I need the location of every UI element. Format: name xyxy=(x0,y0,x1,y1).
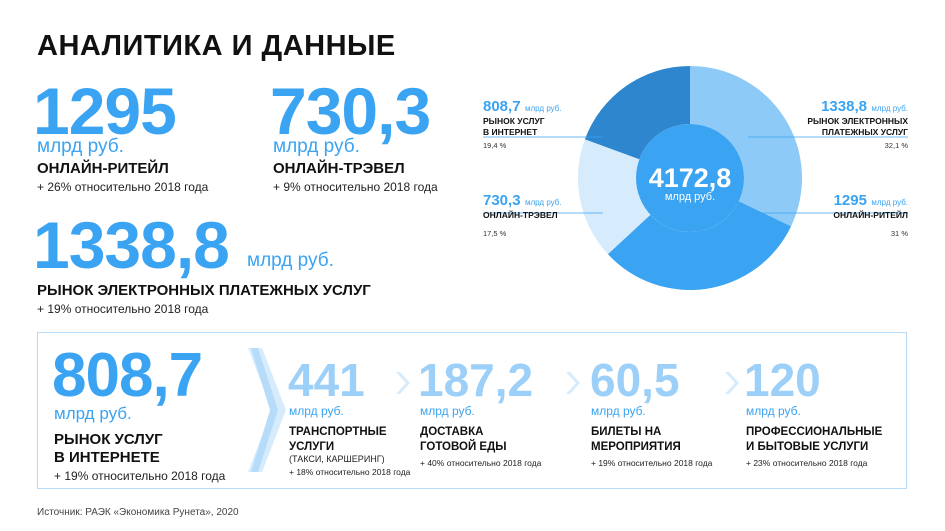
chevron-right-icon xyxy=(396,372,410,394)
online-travel-value: 730,3 xyxy=(270,74,431,148)
donut-total-value: 4172,8 xyxy=(648,163,732,193)
chevron-right-icon xyxy=(566,372,580,394)
online-travel-note: + 9% относительно 2018 года xyxy=(273,180,438,194)
big-chevron-shade-icon xyxy=(251,348,278,472)
donut-center xyxy=(636,124,744,232)
donut-label-retail: 1295 млрд руб. ОНЛАЙН-РИТЕЙЛ 31 % xyxy=(760,192,908,238)
food-label-line2: ГОТОВОЙ ЕДЫ xyxy=(420,441,507,453)
donut-label-services-unit: млрд руб. xyxy=(525,104,562,113)
services-main-note: + 19% относительно 2018 года xyxy=(54,469,226,483)
transport-sub: (ТАКСИ, КАРШЕРИНГ) xyxy=(289,454,385,464)
donut-total-unit: млрд руб. xyxy=(664,191,716,203)
leader-lines xyxy=(483,136,908,214)
food-label-line1: ДОСТАВКА xyxy=(420,426,484,438)
services-main-label-line2: В ИНТЕРНЕТЕ xyxy=(54,449,160,466)
source-note: Источник: РАЭК «Экономика Рунета», 2020 xyxy=(37,507,239,518)
donut-label-travel: 730,3 млрд руб. ОНЛАЙН-ТРЭВЕЛ 17,5 % xyxy=(483,192,562,238)
donut-label-services-value: 808,7 xyxy=(483,98,521,115)
donut-segment xyxy=(584,66,690,160)
donut-label-payments-value: 1338,8 xyxy=(821,98,867,115)
online-travel-unit: млрд руб. xyxy=(273,136,360,157)
donut-label-payments-pct: 32,1 % xyxy=(884,141,908,151)
donut-label-payments-unit: млрд руб. xyxy=(871,104,908,113)
services-main-unit: млрд руб. xyxy=(54,404,132,423)
donut-label-retail-value: 1295 xyxy=(833,192,867,209)
tickets-note: + 19% относительно 2018 года xyxy=(591,458,713,468)
donut-label-payments-line2: ПЛАТЕЖНЫХ УСЛУГ xyxy=(821,126,908,137)
donut-label-payments: 1338,8 млрд руб. РЫНОК ЭЛЕКТРОННЫХ ПЛАТЕ… xyxy=(760,98,908,150)
tickets-label-line1: БИЛЕТЫ НА xyxy=(591,426,662,438)
food-unit: млрд руб. xyxy=(420,404,475,418)
services-main-value: 808,7 xyxy=(52,341,203,410)
donut-label-retail-unit: млрд руб. xyxy=(871,198,908,207)
tickets-label-line2: МЕРОПРИЯТИЯ xyxy=(591,441,681,453)
payments-unit: млрд руб. xyxy=(247,250,334,271)
donut-label-services-line1: РЫНОК УСЛУГ xyxy=(483,116,545,126)
food-value: 187,2 xyxy=(418,354,534,406)
professional-unit: млрд руб. xyxy=(746,404,801,418)
online-retail-unit: млрд руб. xyxy=(37,136,124,157)
transport-value: 441 xyxy=(288,354,365,406)
payments-value: 1338,8 xyxy=(33,208,230,282)
transport-unit: млрд руб. xyxy=(289,404,344,418)
online-retail-value: 1295 xyxy=(33,74,177,148)
donut-segment xyxy=(690,66,802,227)
donut-label-retail-line1: ОНЛАЙН-РИТЕЙЛ xyxy=(833,210,908,220)
professional-label-line2: И БЫТОВЫЕ УСЛУГИ xyxy=(746,441,869,453)
transport-note: + 18% относительно 2018 года xyxy=(289,467,411,477)
professional-value: 120 xyxy=(744,354,821,406)
donut-segment xyxy=(578,139,651,255)
professional-label-line1: ПРОФЕССИОНАЛЬНЫЕ xyxy=(746,426,883,438)
donut-segment xyxy=(607,201,792,290)
tickets-value: 60,5 xyxy=(590,354,680,406)
chevron-right-icon xyxy=(725,372,739,394)
payments-label: РЫНОК ЭЛЕКТРОННЫХ ПЛАТЕЖНЫХ УСЛУГ xyxy=(37,282,371,299)
services-main-label-line1: РЫНОК УСЛУГ xyxy=(54,431,163,448)
services-panel xyxy=(37,332,907,489)
payments-note: + 19% относительно 2018 года xyxy=(37,302,209,316)
donut-label-retail-pct: 31 % xyxy=(890,228,908,238)
donut-label-travel-line1: ОНЛАЙН-ТРЭВЕЛ xyxy=(483,210,558,220)
donut-label-payments-line1: РЫНОК ЭЛЕКТРОННЫХ xyxy=(807,116,908,126)
online-travel-label: ОНЛАЙН-ТРЭВЕЛ xyxy=(273,160,405,177)
donut-label-travel-unit: млрд руб. xyxy=(525,198,562,207)
transport-label-line2: УСЛУГИ xyxy=(289,441,335,453)
donut-label-services-line2: В ИНТЕРНЕТ xyxy=(483,126,538,137)
online-retail-note: + 26% относительно 2018 года xyxy=(37,180,209,194)
big-chevron-icon xyxy=(248,348,286,472)
donut-label-services: 808,7 млрд руб. РЫНОК УСЛУГ В ИНТЕРНЕТ 1… xyxy=(483,98,562,150)
page-title: АНАЛИТИКА И ДАННЫЕ xyxy=(37,30,396,62)
professional-note: + 23% относительно 2018 года xyxy=(746,458,868,468)
tickets-unit: млрд руб. xyxy=(591,404,646,418)
food-note: + 40% относительно 2018 года xyxy=(420,458,542,468)
donut-label-travel-value: 730,3 xyxy=(483,192,521,209)
donut-label-travel-pct: 17,5 % xyxy=(483,228,507,238)
transport-label-line1: ТРАНСПОРТНЫЕ xyxy=(289,426,387,438)
donut-label-services-pct: 19,4 % xyxy=(483,141,507,151)
online-retail-label: ОНЛАЙН-РИТЕЙЛ xyxy=(37,160,169,177)
